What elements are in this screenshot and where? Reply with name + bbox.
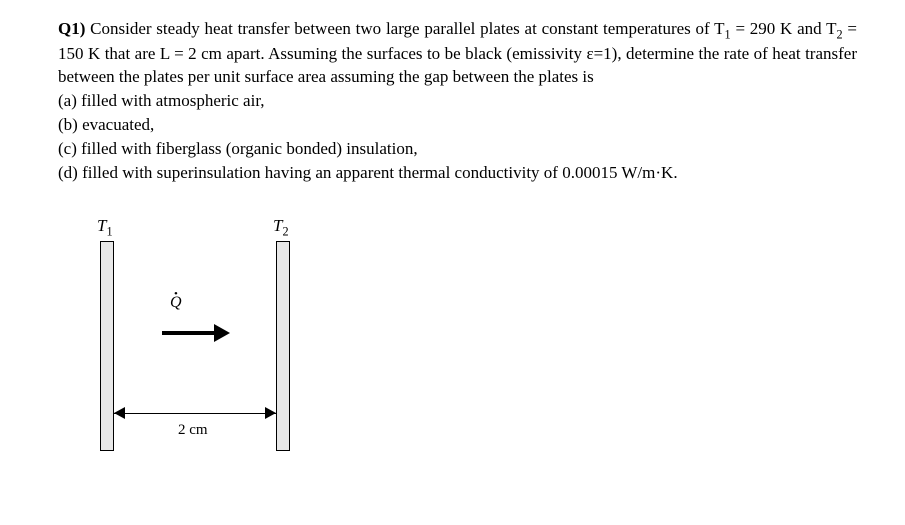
diagram: T1 T2 • Q 2 cm	[84, 213, 344, 463]
part-d: (d) filled with superinsulation having a…	[58, 162, 857, 185]
question-label: Q1)	[58, 19, 85, 38]
t2-sub: 2	[282, 224, 288, 238]
part-a: (a) filled with atmospheric air,	[58, 90, 857, 113]
intro-text-2: = 290 K and T	[731, 19, 837, 38]
dimension-label: 2 cm	[178, 420, 208, 440]
right-plate	[276, 241, 290, 451]
left-plate	[100, 241, 114, 451]
q-symbol: • Q	[170, 295, 182, 311]
dimension-line	[114, 413, 276, 414]
q-dot-icon: •	[174, 289, 178, 300]
part-c: (c) filled with fiberglass (organic bond…	[58, 138, 857, 161]
intro-text-1: Consider steady heat transfer between tw…	[85, 19, 724, 38]
t2-label: T2	[273, 215, 289, 240]
problem-statement: Q1) Consider steady heat transfer betwee…	[58, 18, 857, 185]
part-b: (b) evacuated,	[58, 114, 857, 137]
t1-label: T1	[97, 215, 113, 240]
arrow-shaft-icon	[162, 331, 218, 335]
dimension-arrow-right-icon	[265, 407, 276, 419]
arrow-head-icon	[214, 324, 230, 342]
heat-flow-arrow	[162, 317, 242, 349]
t1-sub: 1	[106, 224, 112, 238]
